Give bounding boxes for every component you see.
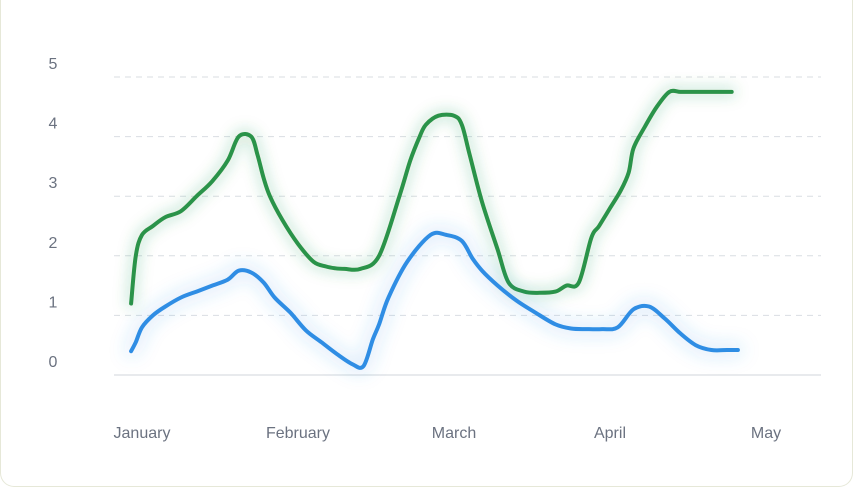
y-tick-label: 0	[49, 354, 58, 371]
x-tick-label: March	[432, 425, 476, 442]
y-tick-label: 4	[49, 116, 58, 133]
series-0-glow	[126, 85, 737, 309]
x-tick-label: May	[751, 425, 781, 442]
x-tick-label: April	[594, 425, 626, 442]
y-tick-label: 5	[49, 56, 58, 73]
x-tick-label: February	[266, 425, 330, 442]
y-tick-label: 3	[49, 175, 58, 192]
x-tick-label: January	[114, 425, 171, 442]
series-layer	[126, 85, 743, 373]
series-1-glow	[126, 227, 743, 373]
y-axis-ticks: 0 1 2 3 4 5	[49, 56, 58, 371]
y-tick-label: 1	[49, 294, 58, 311]
grid	[114, 76, 821, 376]
series-0-line	[129, 88, 734, 306]
series-1-line	[129, 230, 740, 370]
y-tick-label: 2	[49, 235, 58, 252]
x-axis-ticks: January February March April May	[114, 425, 782, 442]
